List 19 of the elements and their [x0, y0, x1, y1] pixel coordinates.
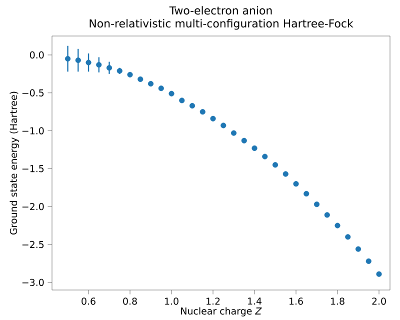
y-tick-label: −3.0 [22, 278, 44, 286]
y-tick-label: −1.0 [22, 127, 44, 134]
y-axis-title: Ground state energy (Hartree) [10, 92, 19, 234]
x-tick-label: 1.6 [290, 298, 303, 305]
x-tick-label: 2.0 [372, 298, 386, 305]
y-tick-label: 0.0 [30, 51, 44, 59]
x-tick-label: 1.0 [165, 298, 178, 305]
x-axis-title: Nuclear charge Z [181, 307, 262, 316]
y-tick-label: −2.5 [22, 240, 44, 248]
y-tick-label: −1.5 [22, 165, 44, 172]
y-tick-label: −2.0 [22, 203, 44, 210]
x-tick-label: 1.4 [248, 298, 262, 305]
x-tick-label: 1.8 [331, 298, 344, 305]
x-tick-label: 1.2 [206, 298, 220, 305]
x-tick-label: 0.8 [123, 298, 137, 305]
x-tick-label: 0.6 [82, 298, 96, 305]
chart-subtitle: Non-relativistic multi-configuration Hartree-Fock [90, 19, 354, 30]
chart-title: Two-electron anion [169, 6, 272, 15]
y-tick-label: −0.5 [22, 89, 44, 96]
